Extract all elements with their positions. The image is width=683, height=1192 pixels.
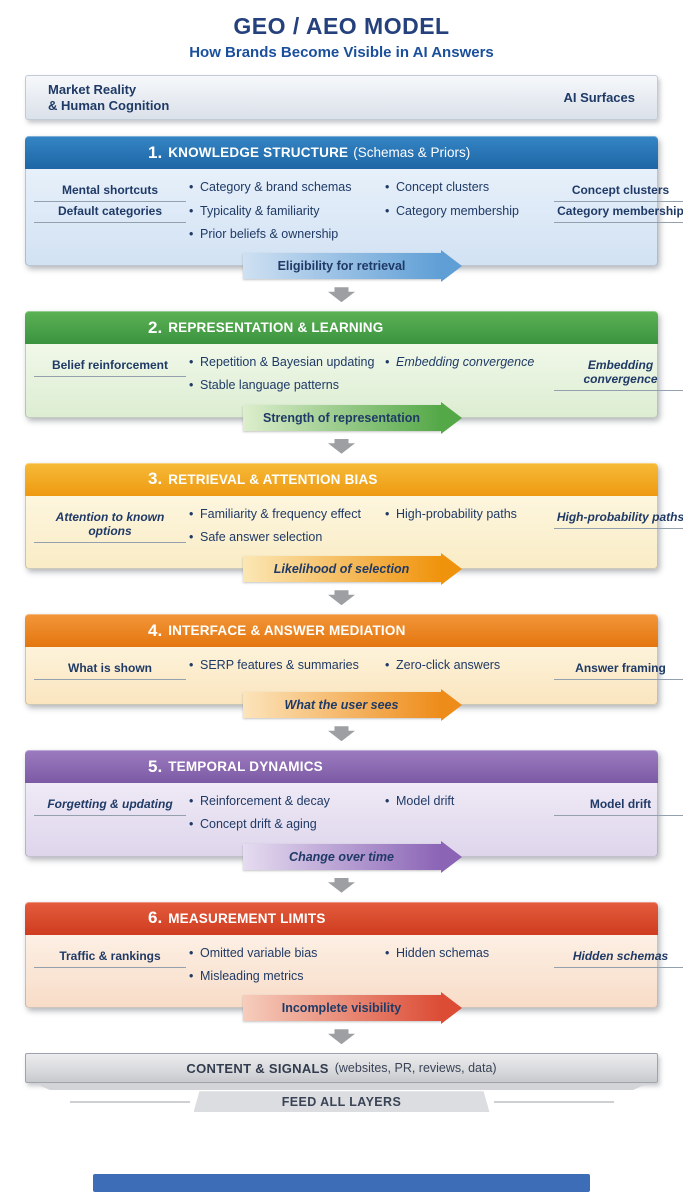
layer-measurement-limits: 6. MEASUREMENT LIMITS Traffic & rankings… [25, 901, 683, 1025]
layer-3-body: Attention to known options Familiarity &… [25, 495, 683, 586]
layer-3-right-labels: High-probability paths [554, 506, 683, 529]
layer-interface-answer-mediation: 4. INTERFACE & ANSWER MEDIATION What is … [25, 614, 683, 722]
feed-line-left [69, 1100, 190, 1103]
layer-6-header: 6. MEASUREMENT LIMITS [25, 901, 658, 935]
content-signals-label: CONTENT & SIGNALS [186, 1060, 329, 1076]
content-signals-bar: CONTENT & SIGNALS (websites, PR, reviews… [25, 1053, 658, 1084]
layer-6-body: Traffic & rankings Omitted variable bias… [25, 934, 683, 1025]
layer-1-right-labels: Concept clusters Category membership [554, 179, 683, 224]
layer-3-bullets-col1: Familiarity & frequency effect Safe answ… [186, 506, 382, 553]
page-header: GEO / AEO MODEL How Brands Become Visibl… [0, 0, 683, 61]
layer-2-right-labels: Embedding convergence [554, 354, 683, 392]
layer-2-output-arrow: Strength of representation [242, 401, 462, 434]
layer-5-body: Forgetting & updating Reinforcement & de… [25, 783, 683, 873]
feed-all-layers-label: FEED ALL LAYERS [281, 1094, 402, 1109]
context-right-label: AI Surfaces [563, 89, 635, 105]
layer-6-left-labels: Traffic & rankings [34, 945, 186, 968]
page-title: GEO / AEO MODEL [233, 13, 450, 39]
feed-all-layers-tab: FEED ALL LAYERS [25, 1091, 658, 1113]
layer-4-bullets-col1: SERP features & summaries [186, 657, 382, 680]
layer-1-left-labels: Mental shortcuts Default categories [34, 179, 186, 224]
page-subtitle: How Brands Become Visible in AI Answers [189, 44, 494, 62]
arrow-head-icon [440, 840, 462, 873]
arrow-head-icon [440, 250, 462, 283]
down-arrow-icon [328, 438, 355, 454]
layer-4-left-labels: What is shown [34, 657, 186, 681]
layer-5-right-labels: Model drift [554, 793, 683, 817]
layer-4-output-arrow: What the user sees [242, 689, 462, 722]
context-bar: Market Reality & Human Cognition AI Surf… [25, 75, 658, 121]
layer-1-output-arrow: Eligibility for retrieval [242, 250, 462, 283]
layer-representation-learning: 2. REPRESENTATION & LEARNING Belief rein… [25, 311, 683, 434]
layer-1-header: 1. KNOWLEDGE STRUCTURE (Schemas & Priors… [25, 136, 658, 170]
layer-2-body: Belief reinforcement Repetition & Bayesi… [25, 344, 683, 434]
layer-5-bullets-col2: Model drift [382, 793, 554, 816]
layer-6-bullets-col2: Hidden schemas [382, 945, 554, 968]
layer-4-body: What is shown SERP features & summaries … [25, 647, 683, 722]
layer-3-bullets-col2: High-probability paths [382, 506, 554, 529]
down-arrow-icon [328, 1029, 355, 1045]
layer-6-bullets-col1: Omitted variable bias Misleading metrics [186, 945, 382, 992]
layer-2-bullets-col2: Embedding convergence [382, 354, 554, 377]
feed-line-right [493, 1100, 614, 1103]
down-arrow-icon [328, 590, 355, 606]
content-bar-bevel [35, 1083, 648, 1091]
layer-2-header: 2. REPRESENTATION & LEARNING [25, 311, 658, 345]
layer-4-bullets-col2: Zero-click answers [382, 657, 554, 680]
layer-5-output-arrow: Change over time [242, 840, 462, 873]
layer-3-left-labels: Attention to known options [34, 506, 186, 543]
layer-3-header: 3. RETRIEVAL & ATTENTION BIAS [25, 462, 658, 496]
down-arrow-icon [328, 287, 355, 303]
layer-5-left-labels: Forgetting & updating [34, 793, 186, 817]
content-signals-note: (websites, PR, reviews, data) [334, 1061, 497, 1076]
layer-2-bullets-col1: Repetition & Bayesian updating Stable la… [186, 354, 382, 401]
layer-3-output-arrow: Likelihood of selection [242, 553, 462, 586]
layer-4-right-labels: Answer framing [554, 657, 683, 681]
arrow-head-icon [440, 992, 462, 1025]
layer-2-left-labels: Belief reinforcement [34, 354, 186, 378]
arrow-head-icon [440, 689, 462, 722]
layer-1-body: Mental shortcuts Default categories Cate… [25, 169, 683, 283]
layer-5-header: 5. TEMPORAL DYNAMICS [25, 750, 658, 784]
footer-brand-bar [93, 1174, 590, 1192]
context-left-label: Market Reality & Human Cognition [48, 81, 170, 113]
down-arrow-icon [328, 877, 355, 893]
down-arrow-icon [328, 726, 355, 742]
layer-6-output-arrow: Incomplete visibility [242, 992, 462, 1025]
layer-5-bullets-col1: Reinforcement & decay Concept drift & ag… [186, 793, 382, 840]
layer-1-bullets-col1: Category & brand schemas Typicality & fa… [186, 179, 382, 249]
layer-4-header: 4. INTERFACE & ANSWER MEDIATION [25, 614, 658, 648]
layer-1-bullets-col2: Concept clusters Category membership [382, 179, 554, 226]
layer-temporal-dynamics: 5. TEMPORAL DYNAMICS Forgetting & updati… [25, 750, 683, 873]
arrow-head-icon [440, 401, 462, 434]
layer-retrieval-attention-bias: 3. RETRIEVAL & ATTENTION BIAS Attention … [25, 462, 683, 586]
layer-knowledge-structure: 1. KNOWLEDGE STRUCTURE (Schemas & Priors… [25, 136, 683, 283]
arrow-head-icon [440, 553, 462, 586]
layer-6-right-labels: Hidden schemas [554, 945, 683, 968]
